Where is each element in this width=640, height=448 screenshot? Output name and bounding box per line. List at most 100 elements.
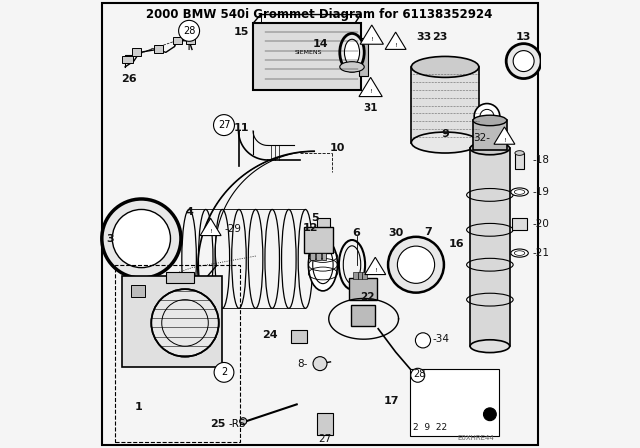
Text: 4: 4 [185, 207, 193, 217]
Circle shape [506, 43, 541, 78]
Bar [122, 56, 132, 64]
Ellipse shape [340, 34, 364, 71]
Text: 25: 25 [211, 418, 226, 429]
Text: SIEMENS: SIEMENS [294, 50, 322, 55]
Text: -34: -34 [432, 334, 449, 344]
Text: !: ! [371, 37, 373, 42]
Text: 15: 15 [234, 27, 249, 37]
Text: 1: 1 [135, 402, 143, 412]
Bar [512, 218, 527, 230]
Text: -20: -20 [532, 219, 549, 229]
Bar [304, 227, 333, 253]
Circle shape [388, 237, 444, 293]
Bar [473, 121, 507, 150]
Bar [322, 253, 326, 260]
Text: 27: 27 [318, 434, 332, 444]
Circle shape [513, 51, 534, 72]
Circle shape [474, 103, 500, 129]
Bar [132, 48, 141, 56]
Text: 26: 26 [121, 73, 137, 83]
Circle shape [411, 368, 425, 382]
Bar [410, 370, 499, 436]
Ellipse shape [515, 151, 524, 155]
Polygon shape [494, 127, 515, 144]
Circle shape [240, 418, 246, 425]
Ellipse shape [412, 56, 479, 78]
Bar [316, 253, 321, 260]
Bar [317, 218, 330, 238]
Bar [166, 272, 194, 283]
Text: 17: 17 [384, 396, 399, 406]
Bar [412, 67, 479, 142]
Bar [515, 153, 524, 169]
Ellipse shape [308, 238, 337, 291]
Text: 5: 5 [311, 213, 319, 223]
Text: !: ! [369, 90, 372, 95]
Bar [359, 38, 368, 76]
Bar [186, 37, 195, 44]
Text: 22: 22 [360, 292, 375, 302]
Circle shape [415, 333, 431, 348]
Circle shape [179, 20, 200, 41]
Text: -29: -29 [224, 224, 241, 234]
Text: 28: 28 [413, 369, 426, 379]
Text: 2000 BMW 540i Grommet Diagram for 61138352924: 2000 BMW 540i Grommet Diagram for 611383… [146, 8, 492, 21]
Text: 11: 11 [234, 123, 249, 133]
Bar [351, 306, 375, 326]
Text: 7: 7 [425, 227, 433, 237]
Text: -21: -21 [532, 248, 549, 258]
Polygon shape [360, 25, 383, 44]
Ellipse shape [470, 340, 509, 353]
Text: 30: 30 [388, 228, 404, 238]
Polygon shape [365, 257, 386, 275]
Polygon shape [385, 32, 406, 49]
Text: 9: 9 [441, 129, 449, 139]
Circle shape [102, 199, 181, 278]
Bar [310, 253, 315, 260]
Bar [362, 271, 367, 279]
Ellipse shape [515, 190, 525, 194]
Text: 31: 31 [364, 103, 378, 112]
Text: !: ! [394, 43, 397, 48]
Text: 6: 6 [353, 228, 360, 238]
Polygon shape [200, 218, 221, 236]
Bar [154, 45, 163, 53]
Circle shape [112, 210, 170, 267]
Bar [253, 23, 361, 90]
Text: !: ! [503, 138, 506, 143]
Circle shape [397, 246, 435, 283]
Text: 10: 10 [330, 143, 345, 153]
Text: 13: 13 [516, 32, 531, 42]
Text: 28: 28 [183, 26, 195, 36]
Bar [131, 285, 145, 297]
Ellipse shape [313, 246, 333, 284]
Ellipse shape [515, 251, 525, 255]
Bar [353, 271, 358, 279]
Text: 27: 27 [218, 120, 230, 130]
Circle shape [214, 362, 234, 382]
Text: 3: 3 [107, 233, 115, 244]
Text: !: ! [374, 268, 376, 273]
Ellipse shape [473, 115, 507, 126]
Ellipse shape [340, 62, 364, 72]
Text: -19: -19 [532, 187, 549, 197]
Bar [115, 265, 240, 442]
Text: 2  9  22: 2 9 22 [413, 423, 447, 432]
Text: 14: 14 [313, 39, 329, 49]
Bar [358, 271, 362, 279]
Text: 16: 16 [449, 239, 464, 250]
Circle shape [480, 109, 494, 123]
Circle shape [151, 289, 219, 357]
Ellipse shape [470, 142, 509, 155]
Bar [173, 37, 182, 44]
Text: 23: 23 [432, 32, 447, 42]
Ellipse shape [511, 188, 528, 196]
Ellipse shape [511, 249, 528, 257]
Text: -18: -18 [532, 155, 549, 165]
Ellipse shape [412, 132, 479, 153]
Bar [317, 413, 333, 435]
Circle shape [483, 408, 496, 421]
Text: 8-: 8- [297, 359, 307, 369]
Text: 2: 2 [221, 367, 227, 377]
Text: 33: 33 [416, 32, 431, 42]
